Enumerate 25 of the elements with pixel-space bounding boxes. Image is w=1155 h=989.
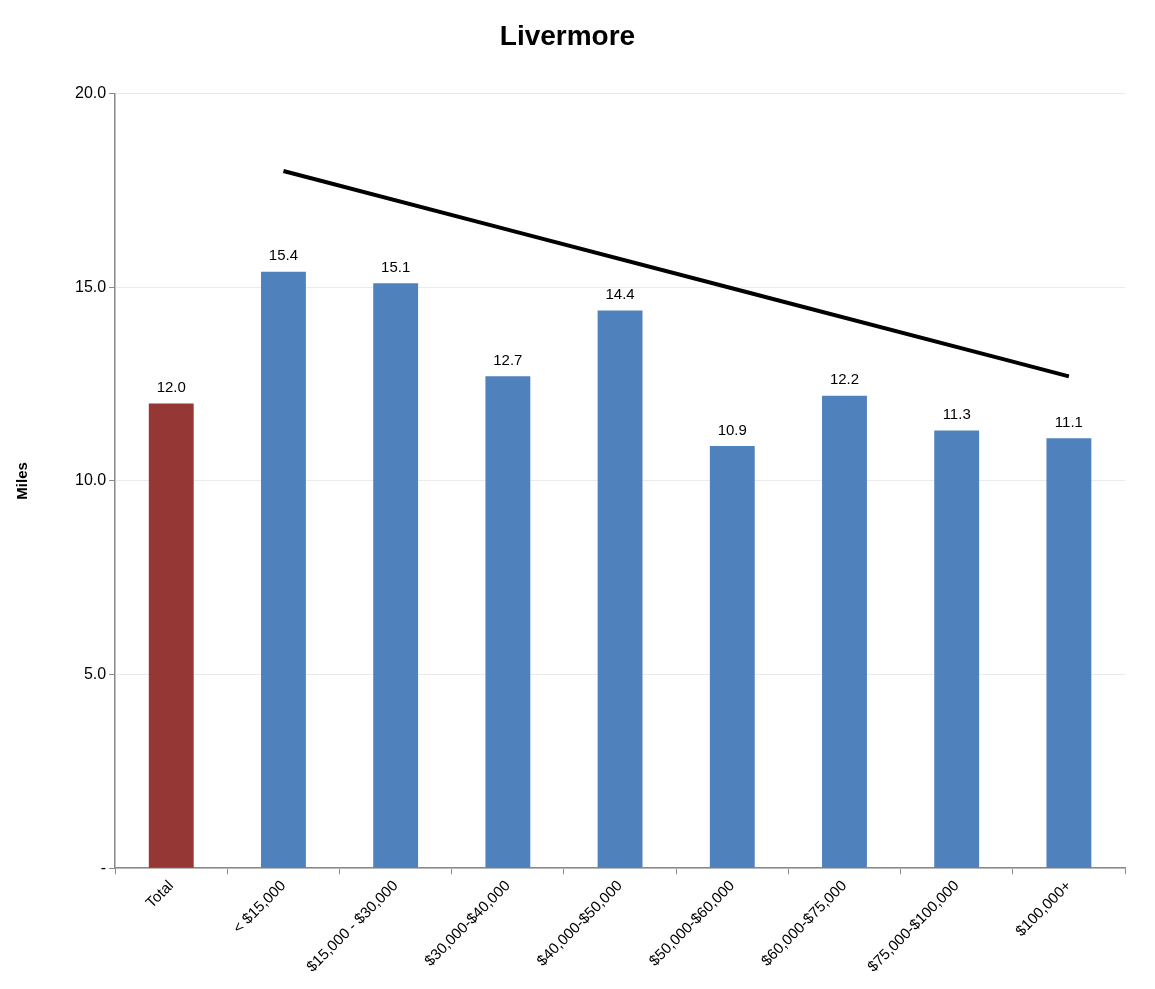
bar [261,271,306,868]
chart-title: Livermore [499,19,636,51]
bar [373,283,419,868]
bar [934,430,980,868]
bar [822,395,867,868]
data-label: 11.1 [1054,412,1083,430]
data-label: 12.0 [156,378,186,396]
y-tick-label: - [100,858,107,876]
y-axis-title: Miles [13,462,31,500]
data-label: 15.4 [268,246,299,264]
data-label: 12.7 [493,350,523,368]
data-label: 12.2 [829,370,860,388]
bar [709,446,755,868]
bar [1046,438,1092,868]
data-label: 14.4 [605,285,635,303]
data-label: 10.9 [717,420,747,438]
y-tick-label: 10.0 [75,471,107,489]
bar [597,310,643,868]
bar [485,376,531,868]
y-tick-label: 15.0 [75,277,107,295]
y-tick-label: 5.0 [83,664,107,682]
data-label: 15.1 [381,258,411,276]
bar [148,403,194,868]
data-label: 11.3 [942,405,971,423]
y-tick-label: 20.0 [75,84,107,102]
